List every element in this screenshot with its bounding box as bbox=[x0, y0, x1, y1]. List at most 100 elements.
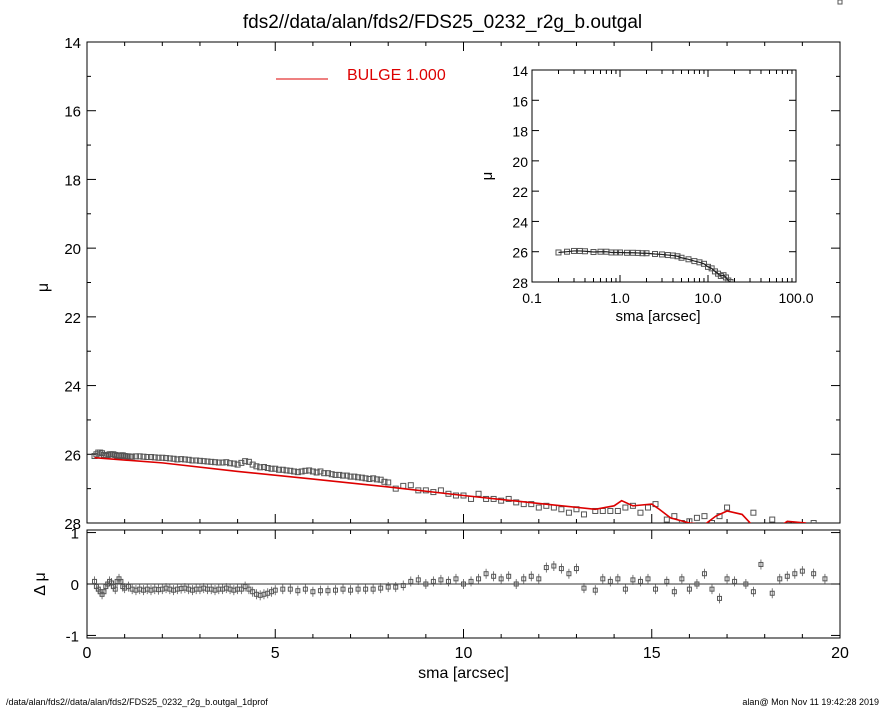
inset-xtick-label: 0.1 bbox=[522, 290, 542, 306]
residual-xtick-label: 5 bbox=[271, 645, 280, 662]
residual-point bbox=[272, 587, 278, 593]
main-ytick-label: 28 bbox=[64, 516, 81, 533]
data-point bbox=[276, 466, 283, 473]
data-point bbox=[268, 465, 275, 472]
residual-point bbox=[408, 578, 414, 584]
inset-ytick-label: 18 bbox=[512, 124, 528, 140]
data-point bbox=[208, 458, 215, 465]
residual-point bbox=[792, 571, 798, 577]
residual-point bbox=[528, 573, 534, 579]
main-y-axis-label: μ bbox=[35, 283, 52, 292]
data-point bbox=[644, 504, 651, 511]
residual-point bbox=[551, 563, 557, 569]
data-point bbox=[324, 470, 331, 477]
data-point bbox=[381, 478, 388, 485]
data-point bbox=[253, 463, 260, 470]
data-point bbox=[132, 453, 139, 460]
data-point bbox=[328, 471, 335, 478]
residual-point bbox=[645, 576, 651, 582]
residual-point bbox=[671, 589, 677, 595]
data-point bbox=[475, 490, 482, 497]
data-point bbox=[100, 451, 107, 458]
data-point bbox=[407, 482, 414, 489]
data-point bbox=[313, 469, 320, 476]
residual-point bbox=[694, 581, 700, 587]
data-point bbox=[340, 472, 347, 479]
residual-xtick-label: 20 bbox=[831, 645, 849, 662]
data-point bbox=[170, 455, 177, 462]
data-point bbox=[93, 451, 100, 458]
data-point bbox=[174, 456, 181, 463]
residual-point bbox=[430, 578, 436, 584]
residual-point bbox=[468, 578, 474, 584]
residual-point bbox=[622, 586, 628, 592]
inset-x-axis-label: sma [arcsec] bbox=[615, 308, 700, 325]
residual-point bbox=[743, 581, 749, 587]
data-point bbox=[140, 453, 147, 460]
residual-point bbox=[701, 571, 707, 577]
main-ytick-label: 14 bbox=[64, 35, 81, 52]
residual-point bbox=[332, 587, 338, 593]
inset-data-point bbox=[727, 279, 734, 282]
residual-point bbox=[513, 581, 519, 587]
data-point bbox=[558, 506, 565, 513]
data-point bbox=[366, 476, 373, 483]
data-point bbox=[309, 468, 316, 475]
inset-profile-line bbox=[558, 250, 731, 282]
residual-point bbox=[445, 578, 451, 584]
data-point bbox=[110, 451, 117, 458]
residual-point bbox=[483, 571, 489, 577]
data-point bbox=[758, 531, 763, 536]
residual-point bbox=[615, 576, 621, 582]
residual-point bbox=[750, 589, 756, 595]
residual-point bbox=[287, 586, 293, 592]
residual-y-axis-label: Δ μ bbox=[32, 572, 49, 595]
data-point bbox=[166, 455, 173, 462]
data-point bbox=[242, 458, 249, 465]
residual-point bbox=[242, 584, 248, 590]
data-point bbox=[355, 474, 362, 481]
residual-point bbox=[461, 581, 466, 587]
inset-data-point bbox=[700, 260, 707, 267]
residual-point bbox=[400, 583, 406, 589]
data-point bbox=[196, 457, 203, 464]
main-ytick-label: 20 bbox=[64, 241, 81, 258]
residual-point bbox=[491, 573, 497, 579]
residual-point bbox=[385, 584, 391, 590]
data-point bbox=[151, 454, 158, 461]
data-point bbox=[181, 456, 188, 463]
inset-ytick-label: 20 bbox=[512, 154, 528, 170]
data-point bbox=[193, 457, 200, 464]
footer-timestamp: alan@ Mon Nov 11 19:42:28 2019 bbox=[742, 697, 879, 707]
residual-point bbox=[325, 588, 331, 594]
main-ytick-label: 24 bbox=[64, 379, 81, 396]
residual-point bbox=[246, 586, 252, 592]
residual-point bbox=[498, 576, 504, 582]
residual-point bbox=[238, 586, 244, 592]
data-point bbox=[212, 459, 219, 466]
residual-point bbox=[724, 576, 730, 582]
data-point bbox=[159, 454, 166, 461]
data-point bbox=[298, 468, 305, 475]
data-point bbox=[302, 467, 309, 474]
data-point bbox=[358, 474, 365, 481]
residual-xtick-label: 10 bbox=[455, 645, 473, 662]
residual-point bbox=[607, 578, 613, 584]
data-point bbox=[622, 504, 629, 511]
inset-ytick-label: 28 bbox=[512, 275, 528, 291]
data-point bbox=[663, 516, 670, 523]
inset-xtick-label: 10.0 bbox=[694, 290, 721, 306]
inset-ytick-label: 14 bbox=[512, 63, 528, 79]
inset-ytick-label: 22 bbox=[512, 184, 528, 200]
data-point bbox=[104, 451, 111, 458]
data-point bbox=[543, 502, 550, 509]
residual-point bbox=[637, 578, 643, 584]
data-point bbox=[732, 524, 737, 529]
residual-point bbox=[370, 586, 376, 592]
residual-point bbox=[118, 578, 124, 584]
data-point bbox=[257, 464, 264, 471]
inset-y-axis-label: μ bbox=[479, 172, 496, 181]
x-axis-label: sma [arcsec] bbox=[418, 665, 509, 682]
residual-xtick-label: 15 bbox=[643, 645, 661, 662]
